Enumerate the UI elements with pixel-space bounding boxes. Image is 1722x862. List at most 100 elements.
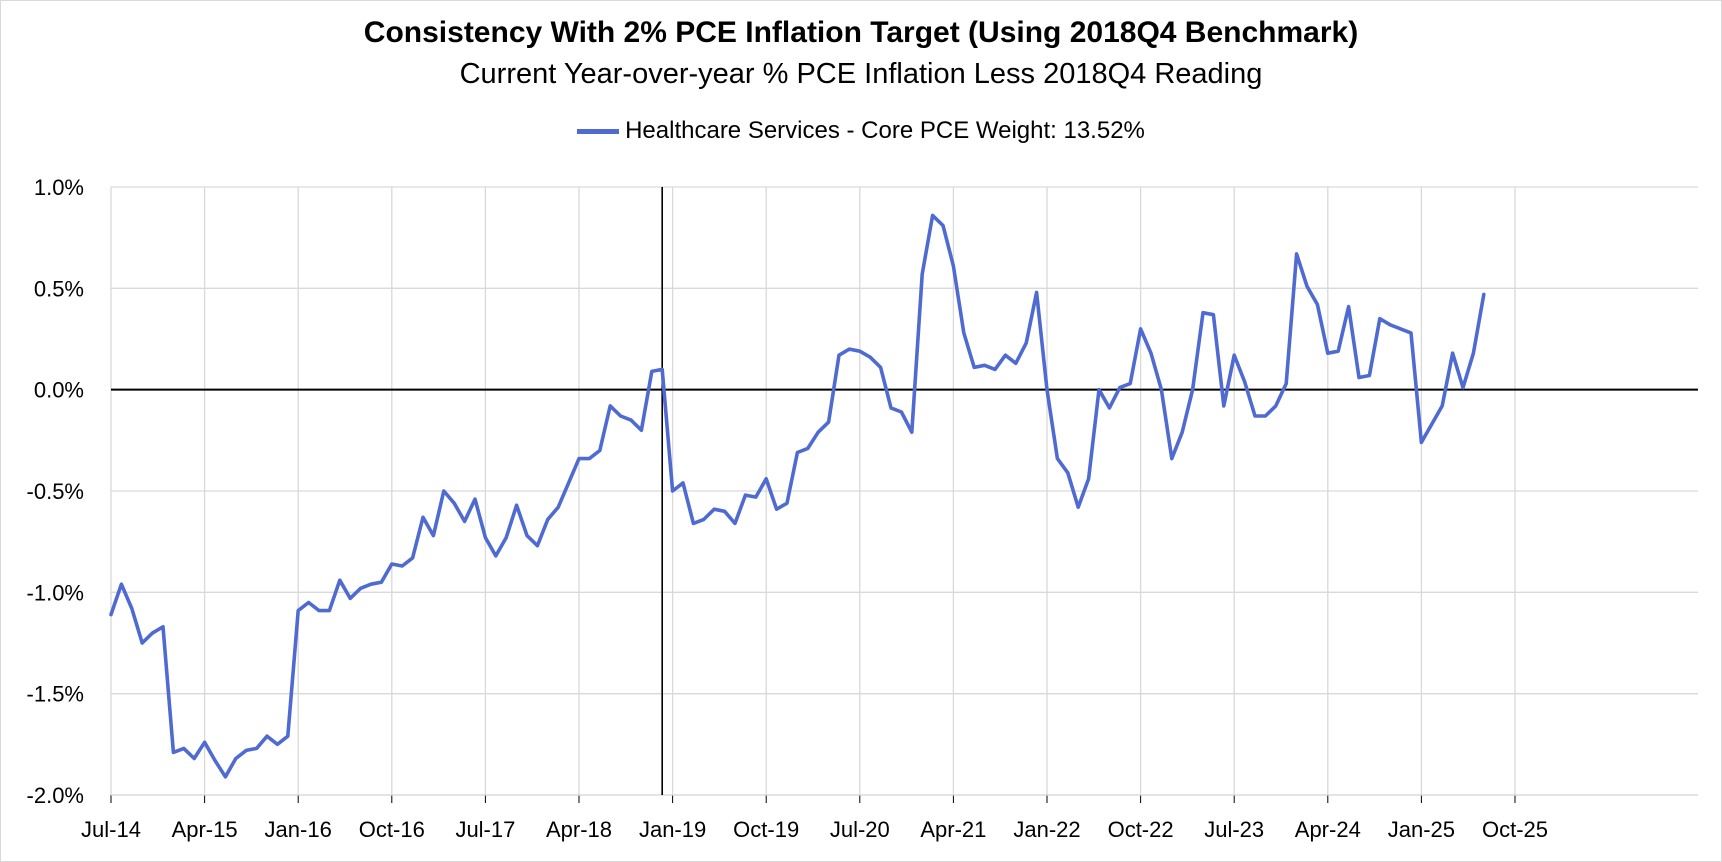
data-point	[1014, 362, 1017, 365]
data-point	[775, 508, 778, 511]
data-point	[973, 366, 976, 369]
data-point	[380, 581, 383, 584]
data-point	[411, 556, 414, 559]
data-point	[609, 404, 612, 407]
data-point	[734, 522, 737, 525]
x-tick-label: Jan-22	[1013, 817, 1080, 842]
data-point	[1087, 477, 1090, 480]
data-point	[588, 457, 591, 460]
data-point	[921, 273, 924, 276]
data-point	[120, 583, 123, 586]
data-point	[453, 502, 456, 505]
data-point	[151, 631, 154, 634]
data-point	[370, 583, 373, 586]
data-point	[1108, 406, 1111, 409]
data-point	[1129, 382, 1132, 385]
data-point	[1066, 471, 1069, 474]
data-point	[286, 735, 289, 738]
data-point	[359, 587, 362, 590]
data-point	[786, 502, 789, 505]
data-point	[619, 415, 622, 418]
data-point	[1399, 327, 1402, 330]
data-point	[713, 508, 716, 511]
data-point	[307, 601, 310, 604]
data-point	[1368, 374, 1371, 377]
data-point	[297, 609, 300, 612]
data-point	[994, 368, 997, 371]
y-tick-label: 1.0%	[34, 175, 84, 200]
data-point	[983, 364, 986, 367]
data-point	[869, 356, 872, 359]
data-point	[255, 747, 258, 750]
data-point	[910, 431, 913, 434]
legend-label: Healthcare Services - Core PCE Weight: 1…	[625, 117, 1145, 144]
data-point	[598, 449, 601, 452]
data-point	[442, 490, 445, 493]
data-point	[890, 406, 893, 409]
data-point	[630, 419, 633, 422]
x-tick-label: Apr-24	[1295, 817, 1361, 842]
data-point	[1056, 457, 1059, 460]
x-tick-label: Oct-25	[1482, 817, 1548, 842]
data-point	[765, 477, 768, 480]
data-point	[130, 607, 133, 610]
data-point	[505, 536, 508, 539]
data-point	[557, 506, 560, 509]
data-point	[806, 447, 809, 450]
x-tick-label: Jan-16	[265, 817, 332, 842]
data-point	[266, 735, 269, 738]
data-point	[1150, 352, 1153, 355]
data-point	[1378, 317, 1381, 320]
data-point	[1222, 404, 1225, 407]
data-point	[349, 597, 352, 600]
x-tick-label: Jul-23	[1204, 817, 1264, 842]
data-point	[1254, 415, 1257, 418]
data-point	[952, 265, 955, 268]
data-point	[463, 520, 466, 523]
data-point	[1139, 327, 1142, 330]
data-point	[640, 429, 643, 432]
x-tick-label: Jan-19	[639, 817, 706, 842]
data-point	[1472, 352, 1475, 355]
data-point	[172, 751, 175, 754]
data-point	[900, 410, 903, 413]
data-point	[879, 366, 882, 369]
data-point	[110, 613, 113, 616]
data-point	[214, 759, 217, 762]
data-point	[245, 749, 248, 752]
data-point	[754, 496, 757, 499]
y-tick-label: -0.5%	[27, 479, 84, 504]
data-point	[1420, 441, 1423, 444]
x-tick-label: Oct-16	[359, 817, 425, 842]
data-point	[1118, 386, 1121, 389]
data-point	[578, 457, 581, 460]
data-point	[661, 368, 664, 371]
data-point	[1170, 457, 1173, 460]
data-point	[1004, 354, 1007, 357]
legend-line-swatch	[577, 128, 620, 134]
data-point	[203, 741, 206, 744]
data-point	[827, 421, 830, 424]
chart-title: Consistency With 2% PCE Inflation Target…	[363, 16, 1359, 49]
data-point	[671, 490, 674, 493]
data-point	[276, 743, 279, 746]
data-point	[838, 354, 841, 357]
data-point	[567, 481, 570, 484]
data-point	[848, 348, 851, 351]
data-point	[1316, 303, 1319, 306]
x-tick-label: Jul-14	[81, 817, 141, 842]
data-point	[1098, 388, 1101, 391]
x-tick-label: Jul-20	[830, 817, 890, 842]
data-point	[1025, 342, 1028, 345]
data-point	[1181, 431, 1184, 434]
data-point	[224, 775, 227, 778]
data-point	[931, 214, 934, 217]
data-point	[546, 518, 549, 521]
data-point	[1326, 352, 1329, 355]
data-point	[432, 534, 435, 537]
data-point	[692, 522, 695, 525]
y-tick-label: -2.0%	[27, 783, 84, 808]
data-point	[682, 481, 685, 484]
data-point	[1233, 354, 1236, 357]
